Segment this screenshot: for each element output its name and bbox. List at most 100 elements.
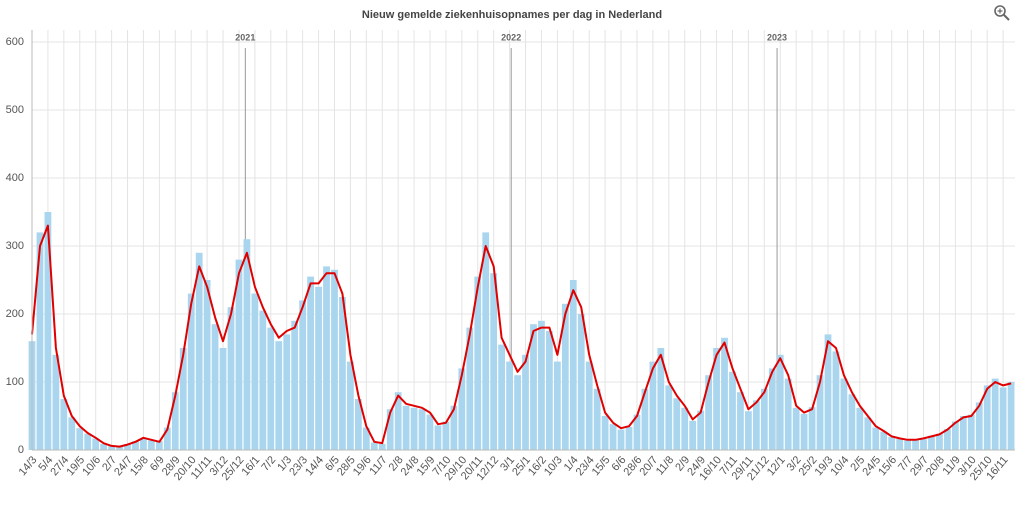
bar — [466, 327, 474, 450]
bar — [880, 431, 888, 450]
bar — [251, 293, 259, 450]
bar — [1007, 382, 1015, 450]
bar — [697, 410, 705, 450]
bar — [339, 297, 346, 450]
bar — [649, 361, 657, 450]
bar — [76, 428, 84, 450]
bar — [975, 402, 983, 450]
bar — [752, 400, 760, 450]
bar — [410, 407, 418, 450]
bar — [776, 354, 784, 450]
bar — [760, 388, 768, 450]
zoom-icon[interactable] — [994, 5, 1010, 21]
y-tick-label: 200 — [6, 308, 24, 320]
bar — [737, 392, 744, 450]
bar — [299, 300, 307, 450]
average-line — [31, 224, 1012, 448]
bar — [291, 320, 299, 450]
bar — [800, 413, 808, 450]
bar — [538, 320, 545, 450]
bar — [609, 424, 617, 450]
bar — [418, 409, 426, 450]
bar — [331, 269, 338, 450]
bar — [108, 445, 115, 450]
bar — [792, 407, 800, 450]
bar — [768, 368, 776, 450]
bar — [219, 348, 227, 450]
bar — [394, 392, 402, 450]
bar — [920, 439, 927, 450]
bar — [912, 439, 919, 450]
bar — [490, 273, 498, 450]
bar — [848, 394, 856, 450]
bar — [36, 232, 44, 450]
bar — [203, 280, 211, 450]
bar — [967, 414, 975, 450]
bar — [474, 276, 482, 450]
y-tick-label: 300 — [6, 240, 24, 252]
bar — [745, 411, 752, 450]
bar — [944, 428, 951, 450]
bar — [585, 361, 593, 450]
bar — [864, 417, 872, 450]
bar — [450, 405, 458, 450]
bar — [434, 425, 442, 450]
bar — [171, 392, 179, 450]
bar — [498, 344, 506, 450]
bar — [816, 375, 824, 450]
bar — [617, 429, 625, 450]
bar — [354, 399, 362, 450]
bar — [896, 439, 904, 450]
bar — [243, 239, 251, 450]
bar — [856, 407, 864, 450]
bar — [140, 438, 147, 450]
bar — [362, 427, 370, 450]
year-label: 2022 — [501, 32, 521, 42]
y-tick-label: 100 — [6, 376, 24, 388]
bar — [60, 399, 68, 450]
bar — [506, 361, 513, 450]
bar — [681, 407, 689, 450]
bar — [641, 388, 649, 450]
y-tick-label: 400 — [6, 172, 24, 184]
bar — [593, 388, 601, 450]
bar — [999, 387, 1007, 450]
bar — [426, 414, 434, 450]
bar — [705, 375, 712, 450]
bar — [983, 385, 991, 450]
bar — [315, 286, 322, 450]
bar — [784, 378, 792, 450]
bar — [386, 409, 394, 450]
bar — [657, 348, 665, 450]
bar — [124, 443, 131, 450]
bar — [546, 331, 553, 450]
bar — [227, 307, 235, 450]
bar — [283, 334, 291, 450]
bar — [84, 433, 92, 450]
bar — [267, 327, 275, 450]
bar — [959, 416, 967, 450]
bar — [179, 348, 187, 450]
bar — [482, 232, 490, 450]
bar — [951, 421, 959, 450]
bar — [569, 280, 577, 450]
bar — [235, 259, 243, 450]
y-tick-label: 0 — [18, 444, 24, 456]
bar — [872, 427, 880, 450]
bar — [211, 324, 219, 450]
bar — [824, 334, 832, 450]
bar — [378, 443, 386, 450]
bar — [553, 361, 561, 450]
bar — [729, 371, 736, 450]
bar — [840, 378, 848, 450]
bar — [275, 341, 283, 450]
bar — [561, 303, 569, 450]
x-tick-label: 7/2 — [259, 454, 278, 473]
bar — [68, 417, 76, 450]
bar — [148, 440, 155, 450]
bar — [633, 414, 641, 450]
y-tick-label: 600 — [6, 36, 24, 48]
bar — [402, 405, 410, 450]
bar — [888, 437, 896, 450]
bar — [458, 368, 466, 450]
